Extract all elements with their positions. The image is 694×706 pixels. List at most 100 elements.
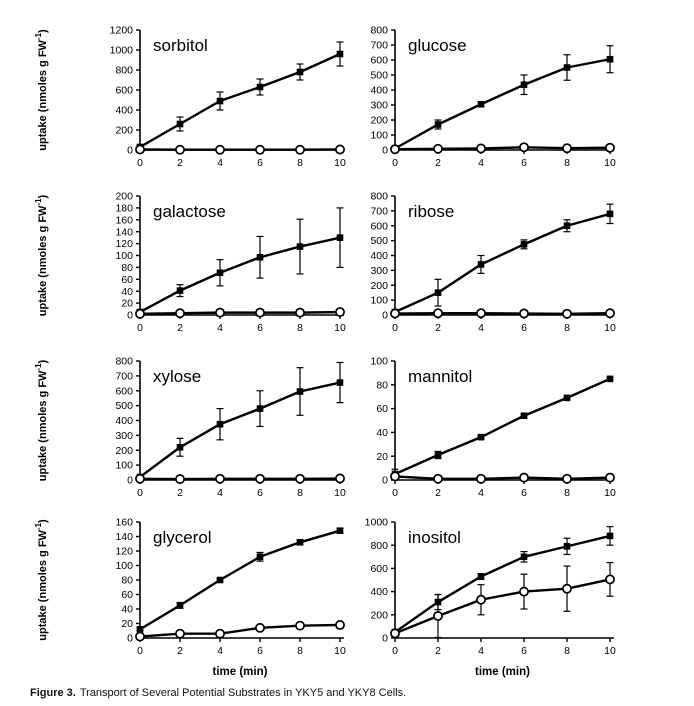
open-circle-marker <box>476 473 486 484</box>
y-tick-label: 0 <box>382 475 388 487</box>
y-axis-ticks: 0 20 40 60 80 100 <box>370 356 395 487</box>
x-tick-label: 10 <box>334 157 346 169</box>
y-tick-label: 200 <box>115 125 133 137</box>
y-tick-label: 300 <box>115 430 133 442</box>
y-axis-ticks: 0 200 400 600 800 1000 1200 <box>110 25 140 157</box>
filled-square-marker <box>336 527 344 534</box>
filled-square-marker <box>256 253 264 261</box>
y-tick-label: 0 <box>382 633 388 645</box>
y-tick-label: 400 <box>115 415 133 427</box>
filled-square-marker <box>520 412 528 420</box>
series-open-circle <box>390 142 615 155</box>
x-tick-label: 4 <box>217 645 223 657</box>
y-tick-label: 300 <box>370 265 388 277</box>
x-axis-label: time (min) <box>213 666 268 678</box>
open-circle-marker <box>135 631 145 642</box>
x-tick-label: 6 <box>521 645 527 657</box>
y-tick-label: 0 <box>382 145 388 157</box>
open-circle-marker <box>390 144 400 155</box>
chart-panel-inositol: 0 200 400 600 800 1000 0 2 4 6 8 10 inositol time (mi… <box>347 502 694 686</box>
filled-square-marker <box>563 543 571 550</box>
y-tick-label: 60 <box>121 589 133 601</box>
x-tick-label: 8 <box>564 487 570 499</box>
x-tick-label: 4 <box>217 157 223 169</box>
chart-grid: 0 200 400 600 800 1000 1200 0 2 4 6 8 10 sorbitol upta… <box>0 25 694 686</box>
x-axis-ticks: 0 2 4 6 8 10 <box>137 150 346 169</box>
open-circle-marker <box>135 308 145 319</box>
y-tick-label: 0 <box>382 310 388 322</box>
y-tick-label: 100 <box>370 356 388 368</box>
chart-title: sorbitol <box>153 36 208 55</box>
x-tick-label: 10 <box>604 157 616 169</box>
x-axis-label: time (min) <box>475 666 530 678</box>
open-circle-marker <box>335 473 345 484</box>
open-circle-marker <box>562 473 572 484</box>
open-circle-marker <box>519 142 529 153</box>
series-filled-square <box>391 375 614 480</box>
y-tick-label: 800 <box>370 25 388 37</box>
open-circle-marker <box>175 628 185 639</box>
y-tick-label: 200 <box>115 191 133 203</box>
y-tick-label: 0 <box>127 633 133 645</box>
y-tick-label: 100 <box>115 560 133 572</box>
figure-caption-label: Figure 3. <box>30 687 76 699</box>
open-circle-marker <box>562 583 572 594</box>
open-circle-marker <box>215 144 225 155</box>
chart-panel-mannitol: 0 20 40 60 80 100 0 2 4 6 8 10 mannitol <box>347 337 694 502</box>
x-axis-ticks: 0 2 4 6 8 10 <box>392 638 616 657</box>
x-tick-label: 0 <box>137 487 143 499</box>
x-tick-label: 0 <box>392 645 398 657</box>
x-tick-label: 10 <box>604 487 616 499</box>
chart-glucose: 0 100 200 300 400 500 600 700 800 0 2 4 6 8 10 glucose <box>370 25 616 169</box>
chart-title: galactose <box>153 202 226 221</box>
series-filled-square <box>136 527 344 633</box>
filled-square-marker <box>296 68 304 76</box>
chart-inositol: 0 200 400 600 800 1000 0 2 4 6 8 10 inositol time (mi… <box>365 517 616 678</box>
filled-square-marker <box>520 81 528 89</box>
open-circle-marker <box>605 142 615 153</box>
filled-square-marker <box>296 539 304 546</box>
chart-sorbitol: 0 200 400 600 800 1000 1200 0 2 4 6 8 10 sorbitol upta… <box>34 25 346 169</box>
x-tick-label: 4 <box>217 487 223 499</box>
open-circle-marker <box>562 143 572 154</box>
chart-mannitol: 0 20 40 60 80 100 0 2 4 6 8 10 mannitol <box>370 356 616 499</box>
y-tick-label: 0 <box>127 310 133 322</box>
open-circle-marker <box>605 308 615 319</box>
y-tick-label: 140 <box>115 226 133 238</box>
x-tick-label: 10 <box>604 322 616 334</box>
open-circle-marker <box>335 144 345 155</box>
y-tick-label: 120 <box>115 238 133 250</box>
x-tick-label: 6 <box>521 322 527 334</box>
x-tick-label: 6 <box>257 322 263 334</box>
open-circle-marker <box>476 143 486 154</box>
filled-square-marker <box>176 602 184 609</box>
open-circle-marker <box>335 307 345 317</box>
x-tick-label: 6 <box>257 487 263 499</box>
filled-square-marker <box>176 443 184 451</box>
y-tick-label: 100 <box>370 295 388 307</box>
x-tick-label: 8 <box>297 322 303 334</box>
series-line-open-circle <box>139 623 341 638</box>
filled-square-marker <box>563 222 571 230</box>
x-tick-label: 0 <box>137 645 143 657</box>
series-open-circle <box>135 144 345 155</box>
filled-square-marker <box>336 379 344 386</box>
filled-square-marker <box>477 100 485 108</box>
series-line-filled-square <box>394 58 611 150</box>
filled-square-marker <box>520 553 528 561</box>
y-tick-label: 180 <box>115 203 133 215</box>
y-tick-label: 20 <box>121 618 133 630</box>
series-line-filled-square <box>394 212 611 314</box>
filled-square-marker <box>296 388 304 395</box>
open-circle-marker <box>433 308 443 319</box>
chart-panel-galactose: 0 20 40 60 80 100 120 140 160 180 200 0 2 4 6 8 10 galact… <box>0 172 347 337</box>
open-circle-marker <box>215 473 225 484</box>
y-tick-label: 500 <box>115 400 133 412</box>
x-tick-label: 10 <box>604 645 616 657</box>
open-circle-marker <box>255 307 265 318</box>
series-filled-square <box>391 526 614 636</box>
series-filled-square <box>136 207 344 316</box>
x-tick-label: 2 <box>177 157 183 169</box>
filled-square-marker <box>477 261 485 268</box>
